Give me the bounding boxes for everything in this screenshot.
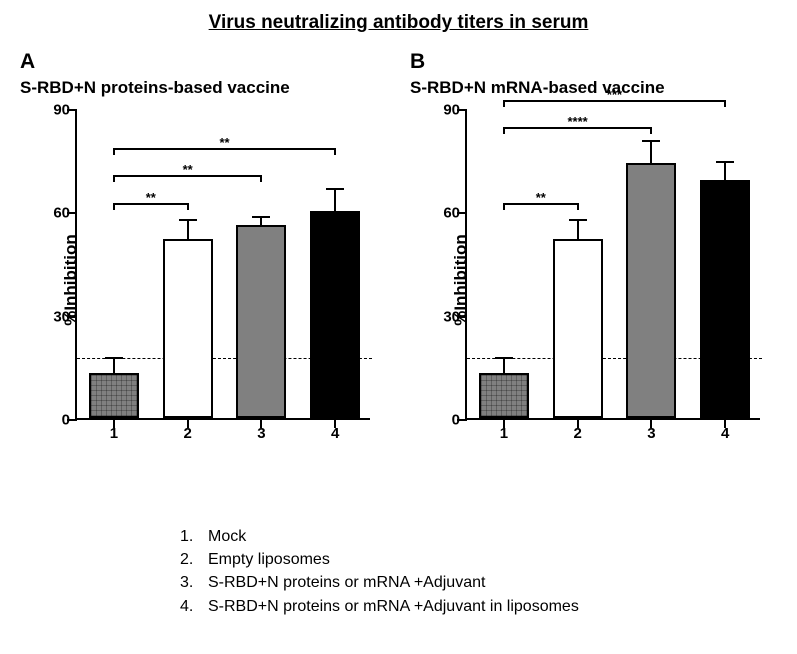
bar	[163, 239, 213, 418]
chart-b: 03060901234********* %Inhibition	[465, 110, 760, 450]
significance-tick	[503, 127, 505, 134]
bar	[89, 373, 139, 418]
error-cap	[569, 219, 587, 221]
xtick-label: 3	[257, 425, 265, 442]
bar	[236, 225, 286, 418]
error-bar	[187, 220, 189, 241]
legend-item: 3.S-RBD+N proteins or mRNA +Adjuvant	[180, 571, 579, 594]
significance-tick	[334, 148, 336, 155]
error-bar	[650, 141, 652, 165]
xtick-label: 4	[721, 425, 729, 442]
significance-tick	[650, 127, 652, 134]
error-cap	[495, 357, 513, 359]
plot-b: 03060901234*********	[465, 110, 760, 420]
xtick-label: 2	[573, 425, 581, 442]
significance-label: **	[146, 190, 156, 205]
xtick-label: 1	[500, 425, 508, 442]
ytick-label: 0	[452, 412, 460, 429]
significance-tick	[113, 175, 115, 182]
legend-item: 1.Mock	[180, 525, 579, 548]
plot-a: 03060901234******	[75, 110, 370, 420]
bar	[626, 163, 676, 418]
significance-tick	[113, 203, 115, 210]
error-bar	[577, 220, 579, 241]
ytick-label: 90	[443, 102, 460, 119]
error-cap	[105, 357, 123, 359]
significance-label: **	[536, 190, 546, 205]
legend-number: 1.	[180, 525, 208, 548]
legend-text: Mock	[208, 528, 246, 545]
xtick-label: 3	[647, 425, 655, 442]
legend-item: 4.S-RBD+N proteins or mRNA +Adjuvant in …	[180, 595, 579, 618]
bar	[553, 239, 603, 418]
significance-label: **	[183, 162, 193, 177]
ylabel-a: %Inhibition	[61, 234, 81, 326]
legend-text: S-RBD+N proteins or mRNA +Adjuvant	[208, 574, 485, 591]
legend-number: 2.	[180, 548, 208, 571]
significance-label: **	[219, 135, 229, 150]
significance-label: ***	[607, 87, 622, 102]
panel-letter-a: A	[20, 50, 35, 74]
error-bar	[113, 358, 115, 375]
significance-tick	[113, 148, 115, 155]
legend-number: 4.	[180, 595, 208, 618]
significance-tick	[187, 203, 189, 210]
error-bar	[503, 358, 505, 375]
legend: 1.Mock2.Empty liposomes3.S-RBD+N protein…	[180, 525, 579, 618]
chart-a: 03060901234****** %Inhibition	[75, 110, 370, 450]
significance-label: ****	[568, 114, 588, 129]
error-bar	[724, 162, 726, 183]
panel-subtitle-a: S-RBD+N proteins-based vaccine	[20, 78, 290, 98]
bar	[310, 211, 360, 418]
panel-b: B S-RBD+N mRNA-based vaccine 03060901234…	[410, 50, 780, 500]
ytick-label: 90	[53, 102, 70, 119]
significance-tick	[503, 100, 505, 107]
ytick-label: 60	[443, 205, 460, 222]
panel-subtitle-b: S-RBD+N mRNA-based vaccine	[410, 78, 665, 98]
legend-number: 3.	[180, 571, 208, 594]
significance-tick	[260, 175, 262, 182]
error-cap	[642, 140, 660, 142]
main-title: Virus neutralizing antibody titers in se…	[0, 12, 797, 34]
legend-text: S-RBD+N proteins or mRNA +Adjuvant in li…	[208, 598, 579, 615]
significance-tick	[577, 203, 579, 210]
xtick-label: 2	[183, 425, 191, 442]
panel-letter-b: B	[410, 50, 425, 74]
error-bar	[334, 189, 336, 213]
xtick-label: 4	[331, 425, 339, 442]
error-cap	[326, 188, 344, 190]
bar	[700, 180, 750, 418]
bar	[479, 373, 529, 418]
significance-tick	[724, 100, 726, 107]
error-cap	[716, 161, 734, 163]
xtick-label: 1	[110, 425, 118, 442]
error-cap	[179, 219, 197, 221]
legend-text: Empty liposomes	[208, 551, 330, 568]
error-bar	[260, 217, 262, 227]
legend-item: 2.Empty liposomes	[180, 548, 579, 571]
figure-root: Virus neutralizing antibody titers in se…	[0, 0, 797, 654]
panel-a: A S-RBD+N proteins-based vaccine 0306090…	[20, 50, 390, 500]
ytick-label: 60	[53, 205, 70, 222]
error-cap	[252, 216, 270, 218]
significance-tick	[503, 203, 505, 210]
ylabel-b: %Inhibition	[451, 234, 471, 326]
ytick-label: 0	[62, 412, 70, 429]
